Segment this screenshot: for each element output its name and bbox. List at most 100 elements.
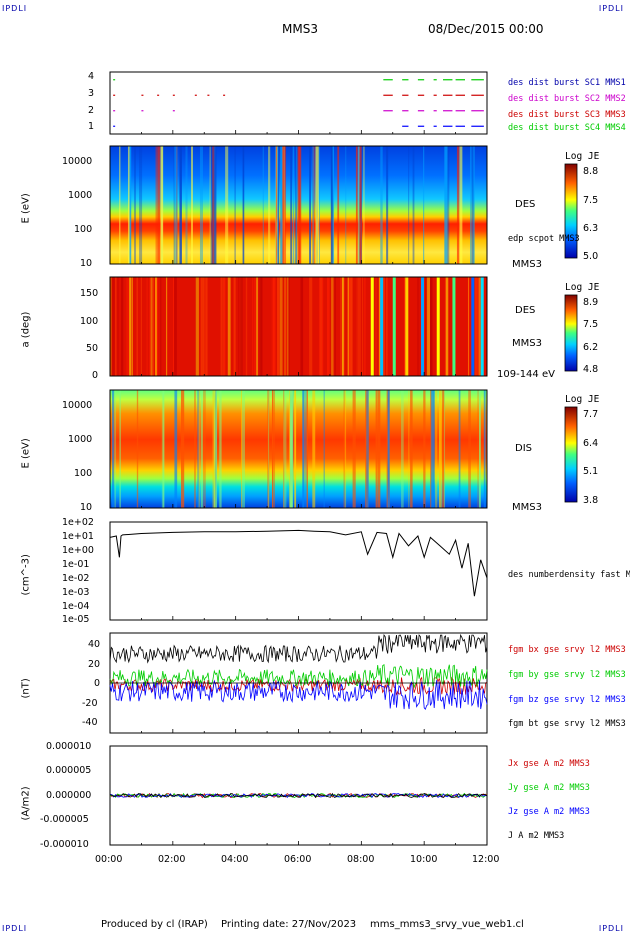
- legend-entry: fgm bt gse srvy l2 MMS3: [508, 719, 626, 729]
- spectrogram-stripe: [136, 390, 139, 508]
- spectrogram-stripe: [275, 146, 277, 264]
- spectrogram-stripe: [365, 390, 369, 508]
- spectrogram-stripe: [302, 390, 305, 508]
- spectrogram-stripe: [296, 146, 298, 264]
- spectrogram-stripe: [383, 277, 385, 376]
- spectrogram-stripe: [174, 146, 178, 264]
- spectrogram-stripe: [355, 146, 358, 264]
- tick-label: -40: [82, 717, 98, 728]
- spectrogram-stripe: [197, 390, 200, 508]
- spectrogram-stripe: [111, 390, 115, 508]
- spectrogram-stripe: [219, 390, 222, 508]
- current-panel: [109, 745, 488, 846]
- colorbar-tick: 6.2: [583, 342, 599, 353]
- tick-label: 3: [88, 88, 95, 99]
- x-tick-label: 10:00: [410, 854, 438, 865]
- colorbar-tick: 5.1: [583, 466, 599, 477]
- spectrogram-stripe: [280, 146, 283, 264]
- spectrogram-stripe: [426, 277, 430, 376]
- spectrogram-stripe: [139, 146, 143, 264]
- spectrogram-stripe: [211, 146, 215, 264]
- des-energy-panel: [109, 145, 488, 265]
- des-pitch-ylabel: a (deg): [20, 311, 32, 348]
- spectrogram-stripe: [474, 277, 479, 376]
- spectrogram-stripe: [480, 277, 484, 376]
- tick-label: 0.000005: [46, 765, 92, 776]
- spectrogram-stripe: [238, 277, 240, 376]
- spectrogram-stripe: [129, 277, 131, 376]
- corner-label-bottom-left: IPDLI: [2, 924, 28, 933]
- spectrogram-stripe: [344, 390, 347, 508]
- spectrogram-stripe: [203, 390, 206, 508]
- spectrogram-stripe: [268, 146, 271, 264]
- spectrogram-stripe: [366, 390, 369, 508]
- spectrogram-stripe: [319, 277, 322, 376]
- spectrogram-stripe: [430, 390, 432, 508]
- spectrogram-stripe: [173, 277, 174, 376]
- spectrogram-stripe: [115, 277, 117, 376]
- footer-printing-date: Printing date: 27/Nov/2023: [221, 919, 357, 930]
- spectrogram-stripe: [241, 390, 243, 508]
- spectrogram-stripe: [199, 146, 203, 264]
- legend-entry: des dist burst SC2 MMS2: [508, 94, 626, 104]
- dis-label: DIS: [515, 443, 532, 454]
- tick-label: 1e-03: [62, 587, 90, 598]
- spectrogram-stripe: [111, 277, 115, 376]
- spectrogram-stripe: [282, 146, 287, 264]
- density-line: [109, 529, 488, 597]
- spectrogram-stripe: [330, 146, 333, 264]
- spectrogram-stripe: [150, 277, 153, 376]
- fgm-series-line: [109, 633, 488, 664]
- fgm-series-line: [109, 663, 488, 689]
- spectrogram-stripe: [312, 390, 316, 508]
- spectrogram-stripe: [241, 390, 245, 508]
- tick-label: 100: [80, 316, 99, 327]
- spectrogram-stripe: [456, 146, 460, 264]
- legend-entry: fgm by gse srvy l2 MMS3: [508, 670, 626, 680]
- spectrogram-stripe: [421, 277, 425, 376]
- spectrogram-stripe: [467, 277, 470, 376]
- spectrogram-stripe: [119, 390, 121, 508]
- colorbar-des-energy: [564, 163, 578, 259]
- spectrogram-stripe: [309, 277, 313, 376]
- spectrogram-stripe: [477, 390, 479, 508]
- colorbar-tick: 8.9: [583, 297, 599, 308]
- corner-label-top-left: IPDLI: [2, 4, 28, 13]
- des-energy-ylabel: E (eV): [20, 193, 32, 224]
- spectrogram-stripe: [444, 390, 446, 508]
- spectrogram-stripe: [146, 277, 148, 376]
- spectrogram-stripe: [445, 277, 449, 376]
- spectrogram-stripe: [375, 390, 378, 508]
- spectrogram-stripe: [191, 146, 193, 264]
- spectrogram-stripe: [220, 277, 222, 376]
- current-series-line: [109, 792, 488, 799]
- spectrogram-stripe: [319, 146, 320, 264]
- spectrogram-stripe: [471, 277, 475, 376]
- x-tick-label: 12:00: [472, 854, 500, 865]
- mms3-label: MMS3: [512, 338, 542, 349]
- des-pitch-panel: [109, 276, 488, 377]
- fgm-ylabel: (nT): [20, 678, 32, 699]
- footer-filename: mms_mms3_srvy_vue_web1.cl: [370, 919, 524, 930]
- spectrogram-stripe: [343, 277, 345, 376]
- spectrogram-stripe: [174, 277, 177, 376]
- tick-label: 10000: [62, 400, 93, 411]
- tick-label: -0.000010: [40, 839, 89, 850]
- spectrogram-stripe: [472, 146, 475, 264]
- spectrogram-stripe: [129, 146, 132, 264]
- spectrogram-stripe: [429, 277, 433, 376]
- spectrogram-stripe: [392, 277, 396, 376]
- spectrogram-stripe: [262, 146, 265, 264]
- colorbar-des-pitch: [564, 294, 578, 372]
- spectrogram-stripe: [412, 146, 415, 264]
- spectrogram-stripe: [155, 277, 157, 376]
- fgm-panel: [109, 632, 488, 734]
- spectrogram-stripe: [152, 277, 155, 376]
- colorbar-title: Log JE: [565, 151, 600, 162]
- density-series-label: des numberdensity fast M: [508, 570, 630, 580]
- tick-label: 0: [92, 370, 99, 381]
- spectrogram-stripe: [294, 146, 298, 264]
- tick-label: 40: [88, 639, 101, 650]
- legend-entry: fgm bz gse srvy l2 MMS3: [508, 695, 626, 705]
- spectrogram-stripe: [410, 390, 413, 508]
